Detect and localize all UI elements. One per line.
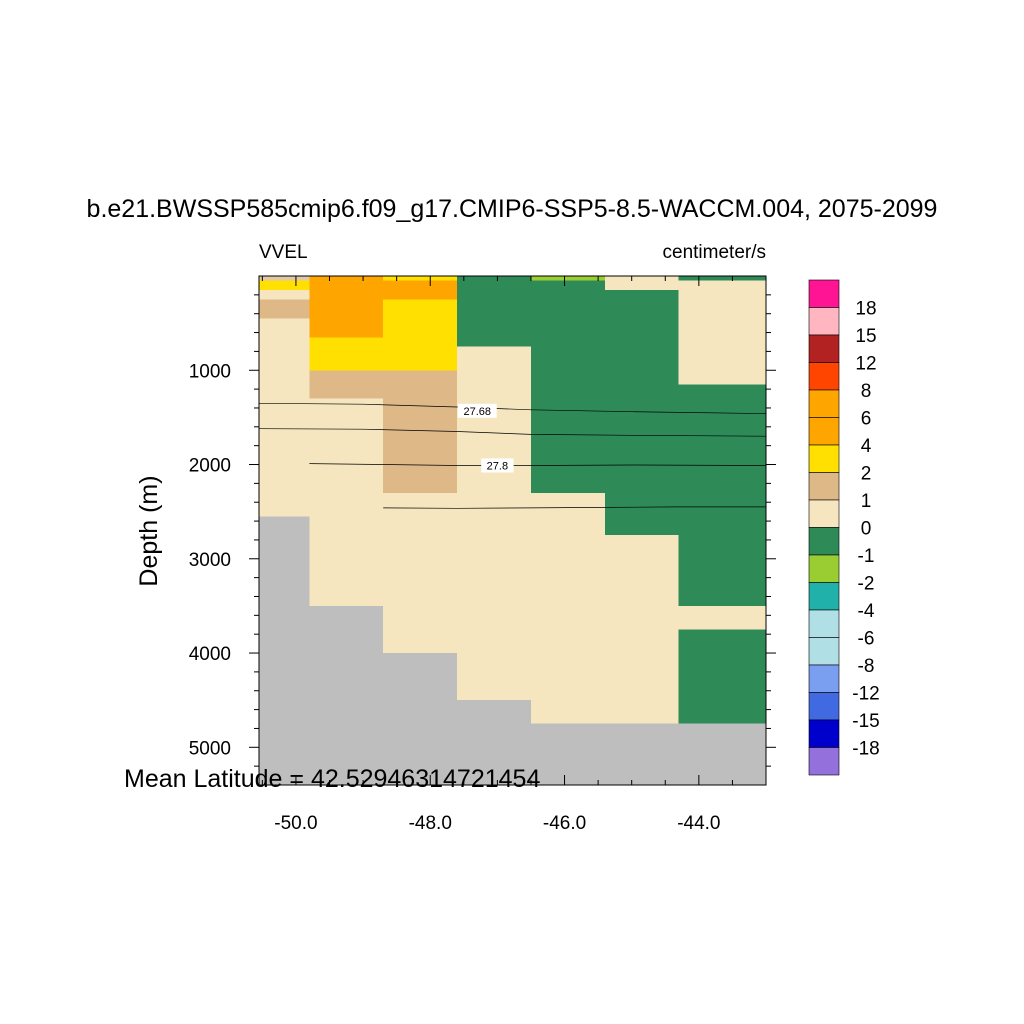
y-tick-label: 2000 <box>189 456 231 477</box>
data-cell-18 <box>530 492 605 724</box>
colorbar-box-9 <box>808 527 840 556</box>
colorbar-label: -8 <box>858 656 875 677</box>
data-cell-3 <box>259 299 310 319</box>
data-cell-25 <box>678 605 766 630</box>
data-cell-26 <box>678 629 766 724</box>
data-cell-10 <box>383 280 458 300</box>
data-cell-8 <box>309 398 384 606</box>
colorbar-label: -12 <box>852 684 879 705</box>
contour-label-bg-1 <box>457 403 497 418</box>
colorbar-label: -2 <box>858 574 875 595</box>
land-cell-0 <box>259 516 310 785</box>
x-tick-label: -48.0 <box>409 813 452 834</box>
x-tick-label: -44.0 <box>677 813 720 834</box>
colorbar-box-11 <box>808 582 840 611</box>
colorbar-box-8 <box>808 499 840 528</box>
data-cell-4 <box>259 318 310 517</box>
colorbar-label: 18 <box>855 299 876 320</box>
data-cell-22 <box>678 276 766 281</box>
land-cell-1 <box>309 605 384 785</box>
data-cell-16 <box>530 276 605 281</box>
data-cell-15 <box>457 346 531 701</box>
colorbar-box-1 <box>808 307 840 336</box>
contour-label-2: 27.8 <box>487 460 508 472</box>
plot-frame <box>258 275 767 786</box>
colorbar-label: 6 <box>861 409 872 430</box>
colorbar-label: -6 <box>858 629 875 650</box>
contour-label-1: 27.68 <box>463 406 491 418</box>
x-axis: -50.0 -48.0 -46.0 -44.0 <box>261 276 767 834</box>
data-cell-9 <box>383 276 458 281</box>
colorbar-label: 2 <box>861 464 872 485</box>
land-mask <box>259 516 766 785</box>
colorbar-label: 4 <box>861 436 872 457</box>
colorbar-box-13 <box>808 637 840 666</box>
y-tick-label: 5000 <box>189 738 231 759</box>
data-cell-24 <box>678 384 766 606</box>
colorbar-box-5 <box>808 417 840 446</box>
y-axis: 1000 2000 3000 4000 5000 <box>189 294 776 767</box>
units-label: centimeter/s <box>663 242 766 263</box>
colorbar-label: -15 <box>852 711 879 732</box>
data-cell-5 <box>309 276 384 338</box>
data-cell-14 <box>457 276 531 347</box>
colorbar-label: -18 <box>852 739 879 760</box>
data-cell-1 <box>259 280 310 291</box>
contour-line-3 <box>383 506 766 509</box>
colorbar-box-16 <box>808 719 840 748</box>
land-cell-2 <box>383 653 458 785</box>
colorbar: 18 15 12 8 6 4 2 1 0 -1 -2 -4 -6 -8 -12 -15 -18 <box>808 279 880 776</box>
colorbar-box-12 <box>808 609 840 638</box>
plot-cells <box>259 276 766 724</box>
colorbar-box-10 <box>808 554 840 583</box>
data-cell-7 <box>309 370 384 399</box>
colorbar-box-4 <box>808 389 840 418</box>
data-cell-17 <box>530 280 605 493</box>
colorbar-label: 8 <box>861 381 872 402</box>
contour-label-bg-2 <box>481 458 514 473</box>
y-tick-label: 1000 <box>189 361 231 382</box>
data-cell-6 <box>309 337 384 371</box>
mean-latitude-annotation: Mean Latitude = 42.52946314721454 <box>124 765 540 793</box>
colorbar-box-6 <box>808 444 840 473</box>
colorbar-box-7 <box>808 472 840 501</box>
colorbar-label: -4 <box>858 601 875 622</box>
y-tick-label: 4000 <box>189 644 231 665</box>
contour-line-1 <box>258 428 767 437</box>
land-cell-4 <box>530 723 766 785</box>
colorbar-box-15 <box>808 692 840 721</box>
colorbar-box-17 <box>808 747 840 776</box>
colorbar-box-3 <box>808 362 840 391</box>
data-cell-0 <box>259 276 310 281</box>
y-tick-label: 3000 <box>189 550 231 571</box>
data-cell-2 <box>259 290 310 300</box>
colorbar-label: 1 <box>861 491 872 512</box>
land-cell-3 <box>457 700 531 785</box>
data-cell-23 <box>678 280 766 385</box>
colorbar-label: 0 <box>861 519 872 540</box>
x-tick-label: -46.0 <box>543 813 586 834</box>
data-cell-13 <box>383 492 458 654</box>
data-cell-21 <box>604 535 679 724</box>
variable-label: VVEL <box>259 242 308 263</box>
colorbar-label: -1 <box>858 546 875 567</box>
data-cell-20 <box>604 290 679 536</box>
y-axis-title: Depth (m) <box>135 475 163 586</box>
colorbar-label: 12 <box>855 354 876 375</box>
colorbar-box-14 <box>808 664 840 693</box>
colorbar-box-0 <box>808 279 840 308</box>
x-tick-label: -50.0 <box>274 813 317 834</box>
data-cell-19 <box>604 276 679 291</box>
colorbar-label: 15 <box>855 326 876 347</box>
colorbar-box-2 <box>808 334 840 363</box>
data-cell-11 <box>383 299 458 371</box>
chart-title: b.e21.BWSSP585cmip6.f09_g17.CMIP6-SSP5-8… <box>87 195 938 223</box>
density-contours: 27.68 27.8 <box>258 402 767 509</box>
